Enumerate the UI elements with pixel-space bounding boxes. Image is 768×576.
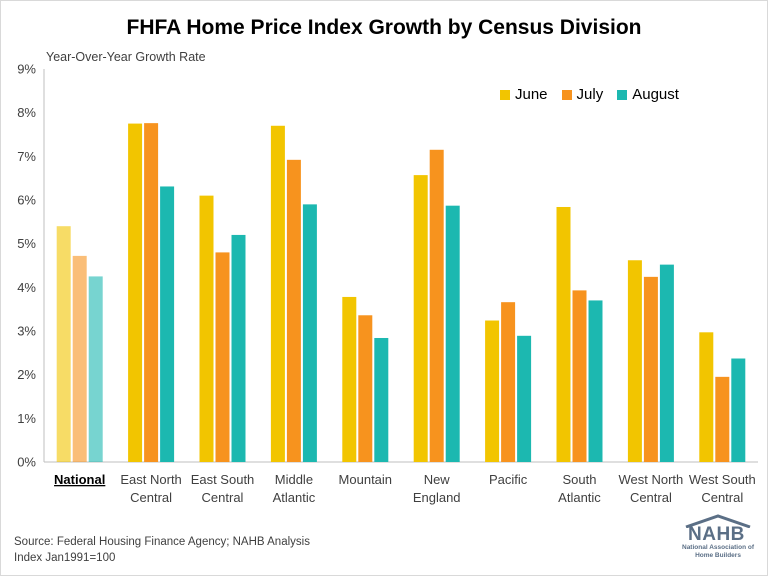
- source-line: Source: Federal Housing Finance Agency; …: [14, 536, 310, 548]
- y-tick-label: 7%: [17, 149, 36, 164]
- legend-swatch-june: [500, 89, 510, 100]
- legend-swatch-august: [617, 89, 628, 100]
- x-category-label: National: [54, 472, 105, 487]
- y-axis-label: Year-Over-Year Growth Rate: [46, 50, 206, 64]
- y-tick-label: 6%: [17, 193, 36, 208]
- x-category-label: Mountain: [339, 472, 392, 487]
- x-category-label: West South: [689, 472, 756, 487]
- x-category-label: Central: [202, 490, 244, 505]
- y-tick-label: 3%: [17, 324, 36, 339]
- x-category-label: Central: [130, 490, 172, 505]
- bar-june: [128, 123, 143, 462]
- x-category-label: East South: [191, 472, 255, 487]
- bar-june: [56, 226, 71, 462]
- y-tick-label: 9%: [17, 62, 36, 77]
- bar-june: [485, 320, 500, 462]
- bar-august: [517, 335, 532, 462]
- bar-july: [643, 276, 658, 462]
- legend-label-august: August: [632, 86, 679, 103]
- bar-july: [572, 290, 587, 462]
- bar-august: [659, 264, 674, 462]
- bar-july: [715, 376, 730, 462]
- roof-icon: [685, 514, 751, 528]
- logo-wordmark: NAHB: [688, 524, 745, 545]
- chart-title: FHFA Home Price Index Growth by Census D…: [126, 16, 642, 39]
- x-category-label: England: [413, 490, 461, 505]
- x-category-label: Atlantic: [273, 490, 316, 505]
- x-category-label: Middle: [275, 472, 313, 487]
- bar-july: [429, 149, 444, 463]
- bar-august: [302, 204, 317, 462]
- bar-june: [270, 125, 285, 463]
- x-category-label: Atlantic: [558, 490, 601, 505]
- y-tick-label: 0%: [17, 455, 36, 470]
- x-category-label: New: [424, 472, 451, 487]
- x-category-label: Pacific: [489, 472, 528, 487]
- bar-june: [627, 260, 642, 462]
- y-tick-label: 4%: [17, 280, 36, 295]
- x-category-label: East North: [120, 472, 181, 487]
- y-tick-label: 2%: [17, 367, 36, 382]
- bar-july: [144, 123, 159, 462]
- bar-june: [199, 195, 214, 462]
- bar-august: [160, 186, 175, 463]
- legend-item-june: June: [500, 86, 548, 103]
- bar-july: [72, 255, 87, 462]
- bar-june: [342, 296, 357, 462]
- nahb-logo: NAHB National Association of Home Builde…: [682, 514, 754, 568]
- y-tick-label: 5%: [17, 236, 36, 251]
- legend: June July August: [500, 86, 679, 103]
- bar-august: [231, 234, 246, 462]
- source-note: Source: Federal Housing Finance Agency; …: [14, 534, 310, 566]
- x-category-label: South: [563, 472, 597, 487]
- bar-july: [286, 159, 301, 462]
- y-tick-label: 1%: [17, 411, 36, 426]
- y-tick-label: 8%: [17, 105, 36, 120]
- index-note: Index Jan1991=100: [14, 552, 116, 564]
- bar-august: [731, 358, 746, 462]
- x-category-label: Central: [701, 490, 743, 505]
- bar-august: [374, 337, 389, 462]
- bar-august: [588, 300, 603, 462]
- legend-item-august: August: [617, 86, 679, 103]
- bar-june: [556, 206, 571, 462]
- x-category-label: Central: [630, 490, 672, 505]
- bar-july: [358, 315, 373, 462]
- bar-august: [88, 276, 103, 462]
- bar-june: [413, 175, 428, 463]
- legend-item-july: July: [561, 86, 604, 103]
- x-category-label: West North: [619, 472, 684, 487]
- legend-label-june: June: [515, 86, 548, 103]
- legend-label-july: July: [576, 86, 604, 103]
- legend-swatch-july: [561, 89, 572, 100]
- bar-july: [501, 302, 516, 462]
- bar-august: [445, 205, 460, 462]
- logo-subtitle: National Association of Home Builders: [682, 544, 754, 559]
- bar-july: [215, 252, 230, 462]
- bar-june: [699, 332, 714, 462]
